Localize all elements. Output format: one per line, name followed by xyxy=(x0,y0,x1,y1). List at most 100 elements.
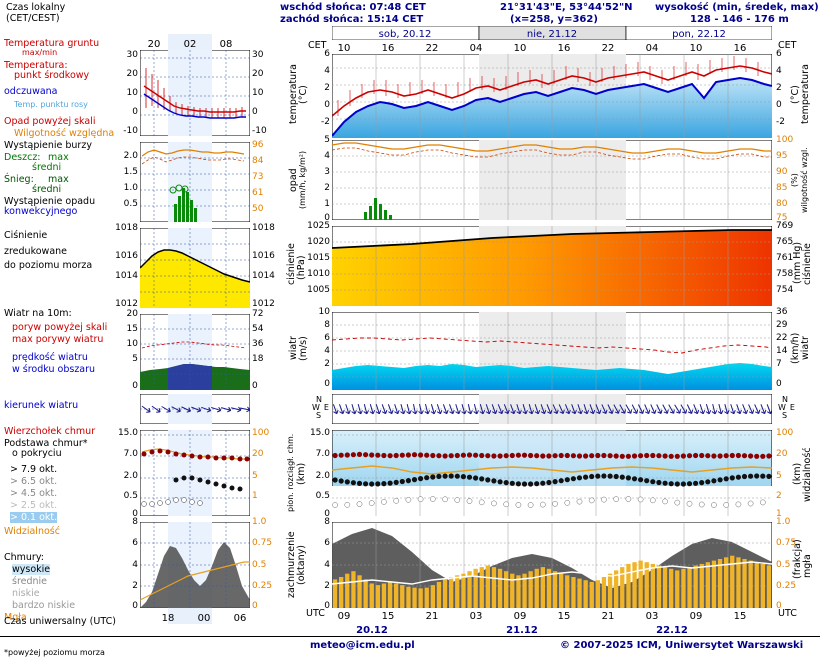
main-wind-axis-title-right: wiatr xyxy=(800,336,811,360)
legend-pressure: Ciśnienie xyxy=(4,230,48,241)
legend-clouds-high: wysokie xyxy=(12,564,51,575)
local-time-title: Czas lokalny xyxy=(6,2,66,13)
main-day-dates: 20.12 21.12 22.12 xyxy=(332,622,772,636)
svg-text:20: 20 xyxy=(148,39,161,50)
legend-rain-mean: średni xyxy=(32,162,62,173)
legend-humidity: Wilgotność względna xyxy=(14,128,115,139)
svg-text:20.12: 20.12 xyxy=(356,625,388,636)
legend-gust-max: max porywy wiatru xyxy=(12,334,104,345)
small-temperature-chart xyxy=(140,50,250,136)
utc-title: Czas uniwersalny (UTC) xyxy=(4,616,116,627)
main-pressure-axis-unit-right: (mm Hg) xyxy=(792,241,803,285)
svg-text:00: 00 xyxy=(198,613,211,624)
legend-storm: Wystąpienie burzy xyxy=(4,140,92,151)
legend-clouds-mid: średnie xyxy=(12,576,48,587)
svg-text:21: 21 xyxy=(426,611,439,622)
svg-text:22: 22 xyxy=(426,43,439,54)
svg-text:15: 15 xyxy=(382,611,395,622)
contact-email[interactable]: meteo@icm.edu.pl xyxy=(310,640,415,651)
main-temp-axis-title-right: temperatura xyxy=(800,64,811,124)
legend-rain: Deszcz: xyxy=(4,152,41,163)
legend-visibility: Widzialność xyxy=(4,526,60,537)
legend-ground-temp: Temperatura gruntu xyxy=(4,38,100,49)
svg-text:16: 16 xyxy=(734,43,747,54)
legend-pressure-2: zredukowane xyxy=(4,246,68,257)
legend-convective-2: konwekcyjnego xyxy=(4,206,78,217)
legend-pressure-3: do poziomu morza xyxy=(4,260,93,271)
svg-text:nie, 21.12: nie, 21.12 xyxy=(527,29,577,40)
main-cloud-axis-unit: (km) xyxy=(296,462,307,486)
small-cet-axis: 20 02 08 xyxy=(140,34,250,50)
legend-dew-point: Temp. punktu rosy xyxy=(14,100,88,109)
grid-point-label: (x=258, y=362) xyxy=(510,14,598,25)
legend-wind10: Wiatr na 10m: xyxy=(4,308,72,319)
sunset-label: zachód słońca: 15:14 CET xyxy=(280,14,424,25)
legend-clouds: Chmury: xyxy=(4,552,44,563)
legend-wind-speed: prędkość wiatru xyxy=(12,352,88,363)
local-time-sub: (CET/CEST) xyxy=(6,13,60,24)
svg-text:pon, 22.12: pon, 22.12 xyxy=(672,29,726,40)
height-values: 128 - 146 - 176 m xyxy=(690,14,789,25)
legend-temp: Temperatura: xyxy=(4,60,68,71)
main-cet-right-label: CET xyxy=(778,40,797,51)
coordinates-label: 21°31'43"E, 53°44'52"N xyxy=(500,2,633,13)
legend-felt-temp: odczuwana xyxy=(4,86,58,97)
main-temperature-chart xyxy=(332,54,772,138)
main-utc-left-label: UTC xyxy=(306,608,325,619)
small-pressure-chart xyxy=(140,228,250,308)
main-cet-left-label: CET xyxy=(308,40,327,51)
legend-cloud-top: Wierzchołek chmur xyxy=(4,426,96,437)
local-time-header: Czas lokalny (CET/CEST) xyxy=(6,2,136,24)
main-precip-axis-unit: (mm/h, kg/m²) xyxy=(298,150,307,210)
svg-text:15: 15 xyxy=(734,611,747,622)
svg-text:21: 21 xyxy=(602,611,615,622)
legend-ground-temp-sub: max/min xyxy=(22,48,58,57)
main-visibility-axis-unit: (km) xyxy=(792,462,803,486)
legend-fog: Mgła xyxy=(4,612,27,623)
legend-gust-over: poryw powyżej skali xyxy=(12,322,108,333)
legend-snow: Śnieg: xyxy=(4,174,34,185)
svg-text:10: 10 xyxy=(690,43,703,54)
main-cover-chart xyxy=(332,522,772,608)
legend-temp-mid: punkt środkowy xyxy=(14,70,90,81)
small-cloud-chart xyxy=(140,430,250,516)
main-wind-axis-unit-right: (km/h) xyxy=(790,332,801,364)
main-fog-axis-title: mgła xyxy=(802,554,813,578)
svg-text:sob, 20.12: sob, 20.12 xyxy=(379,29,432,40)
legend-okt01: > 0.1 okt. xyxy=(10,512,58,523)
main-day-header: sob, 20.12 nie, 21.12 pon, 22.12 xyxy=(332,26,772,40)
main-humidity-axis-unit: (%) xyxy=(790,173,799,187)
legend-okt45: > 4.5 okt. xyxy=(10,488,58,499)
svg-text:09: 09 xyxy=(690,611,703,622)
svg-text:15: 15 xyxy=(558,611,571,622)
footnote: *powyżej poziomu morza xyxy=(4,648,105,657)
svg-text:02: 02 xyxy=(184,39,197,50)
svg-text:16: 16 xyxy=(382,43,395,54)
legend-okt65: > 6.5 okt. xyxy=(10,476,58,487)
svg-text:08: 08 xyxy=(220,39,233,50)
legend-clouds-vlow: bardzo niskie xyxy=(12,600,76,611)
main-cloud-axis-title: pion. rozciągł. chm. xyxy=(286,433,295,513)
legend-wind-dir: kierunek wiatru xyxy=(4,400,79,411)
legend-okt25: > 2.5 okt. xyxy=(10,500,58,511)
small-cover-chart xyxy=(140,522,250,608)
main-utc-ticks: 09 15 21 03 09 15 21 03 09 15 xyxy=(332,608,772,622)
sunrise-label: wschód słońca: 07:48 CET xyxy=(280,2,426,13)
main-pressure-axis-unit: (hPa) xyxy=(296,255,307,281)
legend-rain-max: max xyxy=(48,152,69,163)
legend-cloud-base-2: o pokryciu xyxy=(12,448,62,459)
legend-snow-max: max xyxy=(48,174,69,185)
svg-text:10: 10 xyxy=(514,43,527,54)
svg-text:18: 18 xyxy=(162,613,175,624)
svg-text:16: 16 xyxy=(558,43,571,54)
main-visibility-axis-title: widzialność xyxy=(802,447,813,503)
main-cover-axis-unit: (oktany) xyxy=(296,545,307,585)
svg-text:09: 09 xyxy=(338,611,351,622)
svg-text:04: 04 xyxy=(646,43,659,54)
legend-okt79: > 7.9 okt. xyxy=(10,464,58,475)
small-wind-direction-chart xyxy=(140,394,250,424)
legend-precip-over: Opad powyżej skali xyxy=(4,116,96,127)
main-temp-axis-unit-right: (°C) xyxy=(790,85,801,105)
legend-cloud-base: Podstawa chmur* xyxy=(4,438,88,449)
